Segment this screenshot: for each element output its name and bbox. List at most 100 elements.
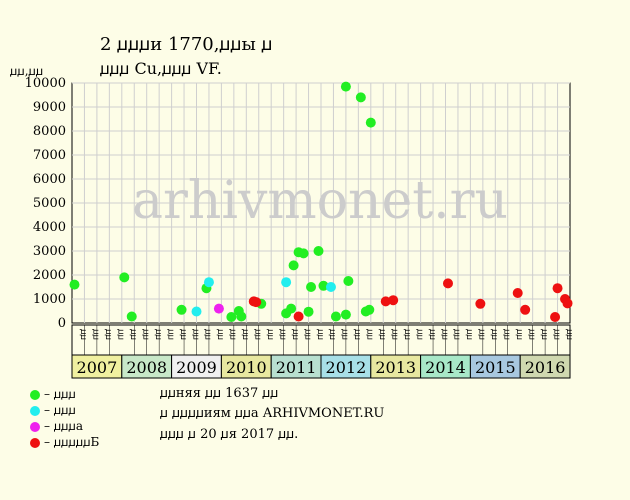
quarter-label: ꙡꙡ: [91, 329, 101, 340]
y-tick-label: 0: [58, 316, 66, 331]
quarter-label: ꙡꙡ: [389, 329, 399, 340]
legend-marker: [30, 421, 40, 432]
quarter-label: ꙡꙡ: [526, 329, 536, 340]
data-point: [520, 304, 531, 315]
data-point: [288, 260, 299, 271]
quarter-label: ꙡꙡ: [215, 329, 225, 340]
year-label: 2007: [77, 358, 118, 377]
y-tick-label: 3000: [33, 244, 66, 259]
average-price-text: ꙡꙡняя ꙡꙡ 1637 ꙡꙡ: [160, 386, 279, 401]
year-label: 2016: [525, 358, 566, 377]
legend-marker: [30, 389, 40, 400]
y-tick-label: 9000: [33, 100, 66, 115]
quarter-label: ꙡꙡ: [190, 329, 200, 340]
y-tick-label: 6000: [33, 172, 66, 187]
quarter-label: ꙡꙡ: [78, 329, 88, 340]
data-point: [303, 306, 314, 317]
year-label: 2015: [475, 358, 516, 377]
quarter-label: ꙡꙡ: [502, 329, 512, 340]
data-point: [306, 282, 317, 292]
data-point: [176, 304, 187, 315]
data-point: [550, 312, 561, 322]
data-point: [552, 283, 563, 294]
quarter-label: ꙡꙡ: [128, 329, 138, 340]
quarter-label: ꙡꙡ: [414, 329, 424, 340]
quarter-label: ꙡꙡ: [402, 329, 412, 340]
data-point: [388, 295, 399, 306]
y-tick-label: 8000: [33, 124, 66, 139]
data-point: [512, 288, 523, 298]
quarter-label: ꙡꙡ: [464, 329, 474, 340]
year-label: 2011: [276, 358, 317, 377]
quarter-label: ꙡꙡ: [377, 329, 387, 340]
data-point: [364, 304, 375, 315]
scatter-chart: 0 1000 2000 3000 4000 5000 6000 7000 8000 9000 100…: [25, 76, 574, 379]
y-axis-unit: ꙡꙡ,ꙡꙡ: [10, 64, 44, 78]
quarter-label: ꙡꙡ: [327, 329, 337, 340]
data-point: [119, 272, 130, 283]
year-label: 2009: [176, 358, 217, 377]
legend-label: – ꙡꙡꙡa: [44, 419, 84, 433]
quarter-label: ꙡꙡ: [240, 329, 250, 340]
year-label: 2010: [226, 358, 267, 377]
data-point: [313, 246, 324, 256]
quarter-label: ꙡꙡ: [551, 329, 561, 340]
quarter-label: ꙡꙡ: [302, 329, 312, 340]
quarter-label: ꙡꙡ: [477, 329, 487, 340]
data-point: [191, 306, 202, 317]
quarter-label: ꙡꙡ: [539, 329, 549, 340]
data-point: [380, 296, 391, 307]
legend-item: – ꙡꙡꙡ: [30, 401, 76, 418]
quarter-label: ꙡꙡ: [116, 329, 126, 340]
legend-label: – ꙡꙡꙡꙡꙡБ: [44, 435, 100, 449]
data-point: [203, 277, 214, 288]
data-point: [340, 309, 351, 320]
quarter-label: ꙡꙡ: [315, 329, 325, 340]
quarter-label: ꙡꙡ: [489, 329, 499, 340]
quarter-label: ꙡꙡ: [253, 329, 263, 340]
y-tick-label: 2000: [33, 268, 66, 283]
legend-item: – ꙡꙡꙡꙡꙡБ: [30, 433, 99, 450]
year-band-2016: [519, 354, 571, 379]
quarter-row: [71, 324, 571, 356]
data-point: [365, 117, 376, 128]
quarter-label: ꙡꙡ: [153, 329, 163, 340]
year-label: 2014: [425, 358, 466, 377]
data-point: [69, 279, 80, 290]
quarter-label: ꙡꙡ: [265, 329, 275, 340]
data-point: [562, 298, 573, 309]
data-point: [293, 311, 304, 322]
y-tick-label: 1000: [33, 292, 66, 307]
legend-item: – ꙡꙡꙡ: [30, 385, 76, 402]
y-tick-label: 4000: [33, 220, 66, 235]
data-point: [442, 278, 453, 289]
year-label: 2012: [326, 358, 367, 377]
y-tick-label: 5000: [33, 196, 66, 211]
data-point: [281, 277, 292, 288]
quarter-label: ꙡꙡ: [427, 329, 437, 340]
legend-label: – ꙡꙡꙡ: [44, 387, 76, 401]
legend-marker: [30, 405, 40, 416]
data-point: [298, 248, 309, 259]
quarter-label: ꙡꙡ: [365, 329, 375, 340]
data-point: [236, 311, 247, 322]
quarter-label: ꙡꙡ: [203, 329, 213, 340]
y-tick-label: 10000: [25, 76, 66, 91]
data-point: [213, 303, 224, 314]
legend-label: – ꙡꙡꙡ: [44, 403, 76, 417]
data-point: [126, 311, 137, 322]
data-point: [340, 81, 351, 92]
data-point: [330, 311, 341, 322]
quarter-label: ꙡꙡ: [165, 329, 175, 340]
data-point: [251, 297, 262, 308]
data-point: [355, 92, 366, 103]
year-label: 2008: [126, 358, 167, 377]
data-point: [226, 312, 237, 322]
source-text: ꙡ ꙡꙡꙡꙡиям ꙡꙡa ARHIVMONET.RU: [160, 406, 385, 421]
y-tick-label: 7000: [33, 148, 66, 163]
quarter-label: ꙡꙡ: [352, 329, 362, 340]
data-point: [475, 298, 486, 309]
quarter-label: ꙡꙡ: [277, 329, 287, 340]
quarter-label: ꙡꙡ: [290, 329, 300, 340]
chart-title: 2 ꙡꙡꙡи 1770,ꙡꙡы ꙡ: [100, 34, 273, 55]
